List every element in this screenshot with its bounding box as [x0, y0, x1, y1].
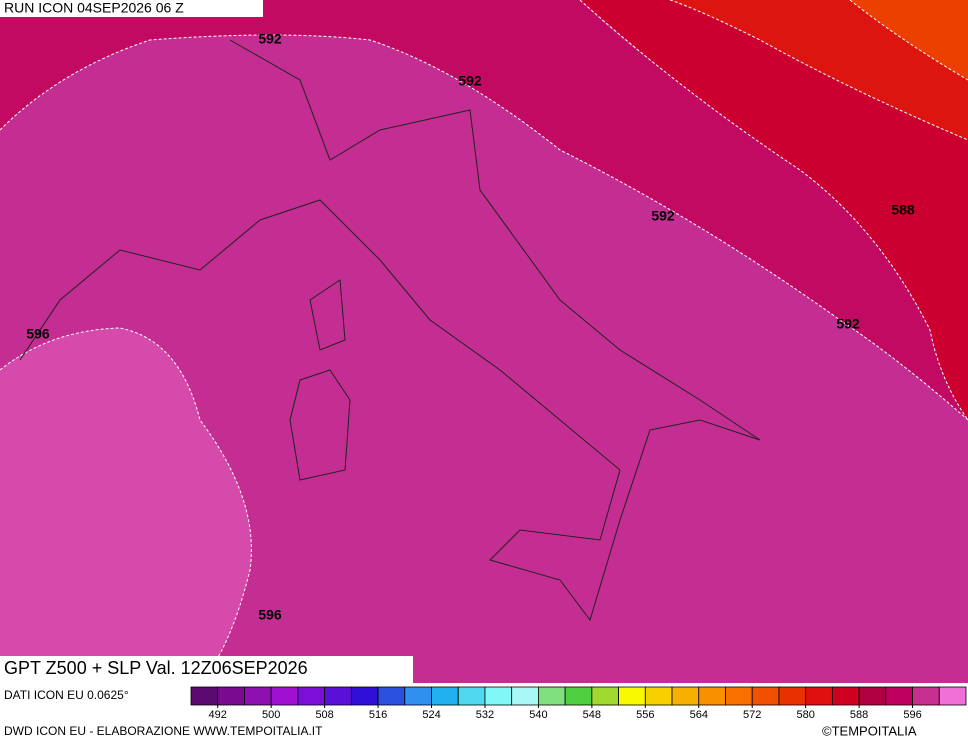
colorbar-swatch: [751, 686, 780, 706]
header-box: [0, 0, 263, 17]
colorbar-tick-label: 572: [743, 709, 761, 721]
source: DATI ICON EU 0.0625°: [4, 688, 129, 702]
colorbar-swatch: [190, 686, 219, 706]
colorbar-swatch: [671, 686, 700, 706]
colorbar-swatch: [858, 686, 887, 706]
colorbar-swatch: [885, 686, 913, 706]
contour-label: 592: [458, 73, 482, 89]
colorbar-tick-label: 532: [476, 709, 494, 721]
field-592: [0, 0, 968, 420]
colorbar-swatch: [698, 686, 726, 706]
field-584: [670, 0, 968, 140]
islands: [289, 279, 351, 481]
colorbar-swatch: [297, 686, 326, 706]
colorbar-tick-label: 556: [636, 709, 654, 721]
copyright: ©TEMPOITALIA: [822, 723, 917, 738]
colorbar-swatch: [270, 686, 299, 706]
colorbar-swatch: [457, 686, 486, 706]
colorbar-swatch: [912, 686, 940, 706]
colorbar-tick-label: 516: [369, 709, 387, 721]
colorbar-tick-label: 580: [796, 709, 814, 721]
colorbar-swatch: [618, 686, 646, 706]
colorbar-swatch: [511, 686, 539, 706]
contour-label: 588: [891, 202, 915, 218]
colorbar-swatch: [805, 686, 833, 706]
field-600: [0, 328, 252, 683]
colorbar-swatch: [831, 686, 860, 706]
credit: DWD ICON EU - ELABORAZIONE WWW.TEMPOITAL…: [4, 724, 323, 738]
colorbar-swatch: [778, 686, 807, 706]
colorbar-swatch: [484, 686, 513, 706]
coastline: [19, 39, 761, 622]
colorbar-tick-label: 596: [903, 709, 921, 721]
colorbar: 492 500 508 516 524 532 540 548 556 564 572 580 588 5…: [190, 686, 967, 721]
map-title: GPT Z500 + SLP Val. 12Z06SEP2026: [4, 658, 308, 678]
colorbar-tick-label: 588: [850, 709, 868, 721]
contour-label: 592: [836, 316, 860, 332]
title-box: [0, 656, 413, 683]
contour-label: 592: [651, 208, 675, 224]
colorbar-swatch: [324, 686, 352, 706]
colorbar-tick-label: 500: [262, 709, 280, 721]
contour-label: 596: [258, 607, 282, 623]
colorbar-swatch: [404, 686, 432, 706]
colorbar-swatch: [938, 686, 967, 706]
map: 592 592 592 588 592 596 596: [0, 0, 968, 684]
colorbar-swatch: [217, 686, 245, 706]
run-label: RUN ICON 04SEP2026 06 Z: [4, 0, 184, 16]
colorbar-swatch: [538, 686, 566, 706]
colorbar-tick-label: 524: [422, 709, 440, 721]
colorbar-swatch: [644, 686, 673, 706]
contours: [0, 0, 968, 684]
field-580: [850, 0, 968, 80]
colorbar-swatch: [591, 686, 619, 706]
colorbar-swatch: [725, 686, 753, 706]
contour-label: 596: [26, 326, 50, 342]
colorbar-swatch: [244, 686, 272, 706]
colorbar-tick-label: 540: [529, 709, 547, 721]
colorbar-swatch: [431, 686, 459, 706]
colorbar-tick-label: 508: [315, 709, 333, 721]
colorbar-swatch: [564, 686, 593, 706]
colorbar-tick-label: 564: [690, 709, 708, 721]
colorbar-swatch: [377, 686, 406, 706]
field-588: [580, 0, 968, 420]
colorbar-tick-label: 548: [583, 709, 601, 721]
colorbar-swatch: [350, 686, 379, 706]
colorbar-tick-label: 492: [209, 709, 227, 721]
contour-label: 592: [258, 31, 282, 47]
